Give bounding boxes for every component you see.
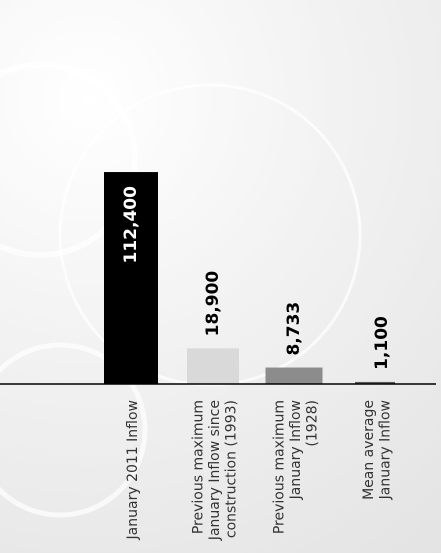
category-label: Previous maximum January Inflow (1928) — [272, 400, 321, 534]
bar — [265, 367, 323, 384]
bubble-decoration — [0, 342, 148, 518]
category-label-line: Mean average — [361, 400, 377, 500]
bar-value-label: 1,100 — [372, 316, 392, 370]
category-label: Mean average January Inflow — [361, 400, 394, 500]
category-label-line: January Inflow since — [207, 400, 223, 541]
category-label: January 2011 Inflow — [125, 400, 141, 540]
category-label-line: (1928) — [305, 400, 321, 447]
bar — [187, 348, 239, 384]
bar-value-label: 18,900 — [203, 271, 223, 337]
bar — [355, 381, 395, 384]
value-labels-layer: 112,400 18,900 8,733 1,100 — [121, 186, 392, 370]
category-label-line: construction (1993) — [224, 400, 240, 538]
category-label-line: January Inflow — [288, 400, 304, 500]
category-label-line: Previous maximum — [272, 400, 288, 534]
bars-layer — [104, 172, 395, 384]
bar-value-label: 112,400 — [121, 186, 141, 264]
bubble-decoration — [58, 83, 362, 387]
category-label-line: January 2011 Inflow — [125, 400, 141, 540]
category-labels-layer: January 2011 Inflow Previous maximum Janua… — [125, 400, 393, 541]
bar — [104, 172, 158, 384]
background-bubbles — [0, 62, 362, 518]
bar-value-label: 8,733 — [284, 302, 304, 356]
category-label-line: January Inflow — [377, 400, 393, 500]
category-label: Previous maximum January Inflow since cons… — [191, 400, 240, 541]
bubble-decoration — [0, 62, 138, 258]
category-label-line: Previous maximum — [191, 400, 207, 534]
